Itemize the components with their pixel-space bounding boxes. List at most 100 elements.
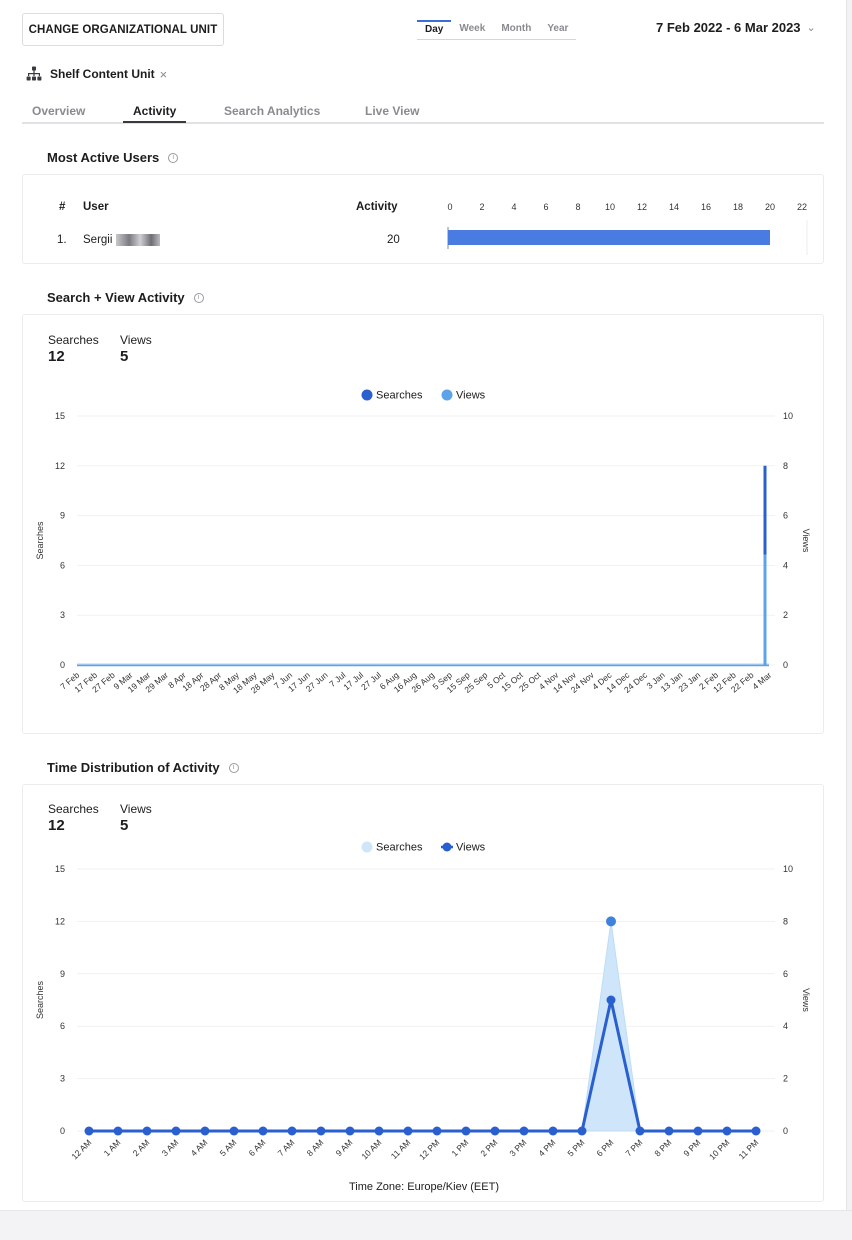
legend-searches-label: Searches [376, 390, 423, 402]
x-tick-label: 27 Jul [359, 670, 383, 692]
tab-activity[interactable]: Activity [122, 104, 187, 123]
views-point [606, 995, 616, 1005]
x-tick-label: 3 AM [160, 1137, 181, 1158]
views-point [258, 1126, 268, 1136]
x-tick-label: 14 [669, 202, 679, 212]
section-title-text: Time Distribution of Activity [47, 760, 220, 775]
x-tick-label: 4 PM [536, 1137, 557, 1158]
stat-searches-value: 12 [48, 817, 65, 834]
y-left-tick-label: 0 [60, 660, 65, 670]
org-chart-icon [26, 66, 42, 81]
stat-searches-value: 12 [48, 348, 65, 365]
x-tick-label: 11 PM [736, 1137, 760, 1161]
change-organizational-unit-button[interactable]: CHANGE ORGANIZATIONAL UNIT [22, 13, 224, 46]
x-tick-label: 10 [605, 202, 615, 212]
x-tick-label: 20 [765, 202, 775, 212]
remove-unit-close-icon[interactable]: × [159, 66, 168, 82]
searches-point [606, 916, 616, 927]
tab-live-view[interactable]: Live View [365, 104, 420, 118]
column-header-activity[interactable]: Activity [356, 201, 398, 213]
views-point [84, 1126, 94, 1136]
x-tick-label: 8 AM [305, 1137, 326, 1158]
most-active-users-card: # User Activity 1. Sergii 20 0 2 4 6 8 10 12 14… [22, 174, 824, 264]
views-point [171, 1126, 181, 1136]
x-tick-label: 22 [797, 202, 807, 212]
views-point [693, 1126, 703, 1136]
chevron-down-icon: ⌄ [806, 22, 816, 34]
stat-views-value: 5 [120, 817, 129, 834]
x-tick-label: 5 PM [565, 1137, 586, 1158]
scrollbar-track[interactable] [846, 0, 852, 1240]
stat-searches-label: Searches [48, 802, 99, 816]
x-tick-label: 1 AM [102, 1137, 123, 1158]
most-active-users-bar-chart: 0 2 4 6 8 10 12 14 16 18 20 22 [447, 202, 808, 255]
x-tick-label: 7 PM [623, 1137, 644, 1158]
x-tick-label: 10 AM [359, 1137, 383, 1161]
period-week[interactable]: Week [459, 23, 486, 34]
legend-searches-marker [361, 389, 373, 401]
stat-views-value: 5 [120, 348, 129, 365]
y-right-tick-label: 2 [783, 1074, 788, 1084]
views-point [345, 1126, 355, 1136]
period-month[interactable]: Month [501, 23, 532, 34]
page-footer-strip [0, 1210, 852, 1240]
tab-search-analytics[interactable]: Search Analytics [224, 104, 321, 118]
views-point [200, 1126, 210, 1136]
x-tick-label: 4 [511, 202, 516, 212]
y-right-tick-label: 2 [783, 610, 788, 620]
x-tick-label: 12 [637, 202, 647, 212]
legend-views-label: Views [456, 842, 486, 854]
activity-bar [448, 230, 770, 245]
x-tick-label: 9 PM [681, 1137, 702, 1158]
views-point [142, 1126, 152, 1136]
y-right-tick-label: 8 [783, 461, 788, 471]
x-tick-label: 6 AM [247, 1137, 268, 1158]
x-tick-label: 8 PM [652, 1137, 673, 1158]
y-right-tick-label: 10 [783, 411, 793, 421]
legend-views-marker [442, 842, 452, 852]
x-tick-label: 10 PM [707, 1137, 731, 1161]
views-point [722, 1126, 732, 1136]
y-left-tick-label: 6 [60, 560, 65, 570]
user-name: Sergii [83, 234, 113, 247]
x-tick-label: 16 [701, 202, 711, 212]
x-tick-label: 9 AM [334, 1137, 355, 1158]
x-tick-label: 2 AM [131, 1137, 152, 1158]
y-right-tick-label: 6 [783, 511, 788, 521]
info-icon[interactable]: i [193, 292, 204, 303]
y-left-tick-label: 9 [60, 969, 65, 979]
y-right-tick-label: 4 [783, 560, 788, 570]
x-tick-label: 2 PM [478, 1137, 499, 1158]
x-tick-label: 6 [543, 202, 548, 212]
y-left-tick-label: 0 [60, 1126, 65, 1136]
legend-views-marker [441, 389, 453, 401]
y-left-tick-label: 12 [55, 461, 65, 471]
views-point [490, 1126, 500, 1136]
x-tick-label: 12 PM [417, 1137, 441, 1161]
views-point [664, 1126, 674, 1136]
search-view-activity-chart: 15 12 9 6 3 0 10 8 6 4 2 0 Searches Views Searches View… [35, 389, 811, 695]
y-left-axis-label: Searches [35, 980, 45, 1019]
y-left-tick-label: 15 [55, 411, 65, 421]
y-right-tick-label: 6 [783, 969, 788, 979]
period-day[interactable]: Day [417, 20, 452, 39]
row-user: Sergii [83, 234, 161, 247]
info-icon[interactable]: i [228, 762, 239, 773]
row-rank: 1. [57, 234, 67, 246]
most-active-users-title: Most Active Users i [47, 150, 179, 165]
views-point [577, 1126, 587, 1136]
tab-overview[interactable]: Overview [32, 104, 86, 118]
y-left-tick-label: 3 [60, 1074, 65, 1084]
views-point [548, 1126, 558, 1136]
date-range-picker[interactable]: 7 Feb 2022 - 6 Mar 2023 ⌄ [656, 20, 816, 35]
x-tick-label: 5 AM [218, 1137, 239, 1158]
y-left-tick-label: 9 [60, 511, 65, 521]
column-header-user[interactable]: User [83, 201, 109, 213]
period-year[interactable]: Year [547, 23, 569, 34]
x-tick-label: 1 PM [449, 1137, 470, 1158]
info-icon[interactable]: i [168, 152, 179, 163]
y-right-tick-label: 0 [783, 660, 788, 670]
views-point [635, 1126, 645, 1136]
y-left-tick-label: 12 [55, 916, 65, 926]
y-left-tick-label: 3 [60, 610, 65, 620]
